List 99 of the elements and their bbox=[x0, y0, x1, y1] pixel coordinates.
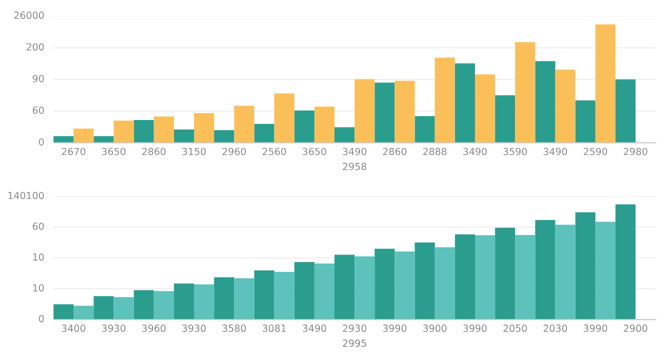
text: 0 bbox=[38, 314, 44, 322]
text: 0 bbox=[38, 138, 44, 146]
bar bbox=[495, 95, 516, 143]
x-tick-label: 2050 bbox=[503, 324, 527, 332]
bar bbox=[414, 242, 435, 320]
bar bbox=[454, 63, 475, 143]
bar bbox=[535, 61, 556, 143]
bar bbox=[134, 120, 154, 143]
bar bbox=[575, 212, 596, 320]
bar bbox=[414, 116, 435, 143]
x-tick-label: 3930 bbox=[102, 324, 126, 332]
bar bbox=[515, 235, 536, 320]
bar bbox=[374, 82, 395, 143]
bar bbox=[595, 24, 616, 143]
x-tick-label: 2860 bbox=[383, 148, 406, 156]
x-tick-label: 2860 bbox=[142, 148, 166, 156]
bar bbox=[274, 272, 294, 320]
x-tick-label: 3650 bbox=[102, 148, 126, 156]
x-tick-label: 3490 bbox=[544, 148, 567, 156]
x-axis-title: 2958 bbox=[342, 162, 366, 170]
bar bbox=[535, 220, 556, 320]
bar bbox=[234, 106, 254, 143]
x-tick-label: 3490 bbox=[342, 148, 366, 156]
x-tick-label: 3900 bbox=[423, 324, 447, 332]
text: 10 bbox=[33, 284, 44, 292]
bar bbox=[374, 248, 395, 320]
bar bbox=[114, 297, 134, 320]
bar bbox=[294, 262, 314, 320]
bar bbox=[174, 283, 194, 320]
bar bbox=[575, 100, 596, 143]
x-tick-label: 3150 bbox=[182, 148, 206, 156]
x-tick-label: 3400 bbox=[62, 324, 86, 332]
bar bbox=[194, 284, 214, 320]
text: 90 bbox=[32, 74, 44, 82]
x-tick-label: 2030 bbox=[544, 324, 567, 332]
bar bbox=[174, 130, 194, 143]
x-tick-label: 2670 bbox=[62, 148, 86, 156]
bar bbox=[454, 234, 475, 320]
bar bbox=[555, 224, 576, 320]
x-tick-label: 3930 bbox=[182, 324, 206, 332]
bar bbox=[615, 79, 636, 143]
bar bbox=[74, 306, 94, 320]
x-tick-label: 2888 bbox=[423, 148, 447, 156]
x-tick-label: 3990 bbox=[383, 324, 406, 332]
bar bbox=[515, 42, 536, 143]
x-tick-label: 2960 bbox=[222, 148, 246, 156]
text: 200 bbox=[26, 43, 44, 51]
bar bbox=[234, 278, 254, 320]
x-tick-label: 3960 bbox=[142, 324, 166, 332]
bar bbox=[54, 304, 74, 320]
bar bbox=[194, 113, 214, 143]
bar bbox=[114, 120, 134, 143]
bar bbox=[294, 110, 314, 143]
bar bbox=[154, 291, 174, 320]
bar bbox=[434, 247, 455, 320]
x-tick-label: 2560 bbox=[262, 148, 286, 156]
x-tick-label: 3580 bbox=[222, 324, 246, 332]
x-tick-label: 3990 bbox=[584, 324, 608, 332]
bar bbox=[495, 228, 516, 320]
bar bbox=[314, 263, 334, 320]
bar bbox=[474, 235, 496, 320]
bar bbox=[74, 128, 94, 143]
text: 60 bbox=[32, 106, 44, 114]
bar bbox=[394, 80, 415, 143]
text: 26000 bbox=[14, 12, 44, 19]
bar bbox=[214, 277, 234, 320]
bar bbox=[595, 222, 616, 320]
x-tick-label: 2590 bbox=[584, 148, 608, 156]
x-tick-label: 2900 bbox=[624, 324, 648, 332]
x-tick-label: 3490 bbox=[463, 148, 487, 156]
x-tick-label: 3990 bbox=[463, 324, 487, 332]
bar bbox=[615, 204, 636, 320]
text: 140100 bbox=[8, 192, 44, 200]
x-tick-label: 3490 bbox=[302, 324, 326, 332]
bar bbox=[274, 93, 294, 143]
text: 10 bbox=[33, 253, 44, 261]
x-tick-label: 3650 bbox=[302, 148, 326, 156]
x-axis-title: 2995 bbox=[342, 340, 366, 347]
bar bbox=[314, 106, 334, 143]
bar bbox=[434, 58, 455, 143]
bar bbox=[354, 256, 375, 320]
bar bbox=[474, 74, 496, 143]
bar bbox=[94, 136, 114, 143]
bar bbox=[394, 251, 415, 320]
x-tick-label: 2980 bbox=[624, 148, 648, 156]
bar bbox=[134, 290, 154, 320]
bar bbox=[94, 296, 114, 320]
text: 60 bbox=[32, 222, 44, 230]
bar bbox=[555, 70, 576, 143]
x-tick-label: 2930 bbox=[342, 324, 366, 332]
bar bbox=[334, 254, 355, 320]
x-tick-label: 3081 bbox=[262, 324, 286, 332]
bar bbox=[254, 124, 274, 143]
bar bbox=[214, 130, 234, 143]
x-tick-label: 3590 bbox=[504, 148, 527, 156]
bar bbox=[154, 116, 174, 143]
bar bbox=[354, 79, 375, 143]
bar bbox=[254, 270, 274, 320]
bar bbox=[334, 127, 355, 143]
